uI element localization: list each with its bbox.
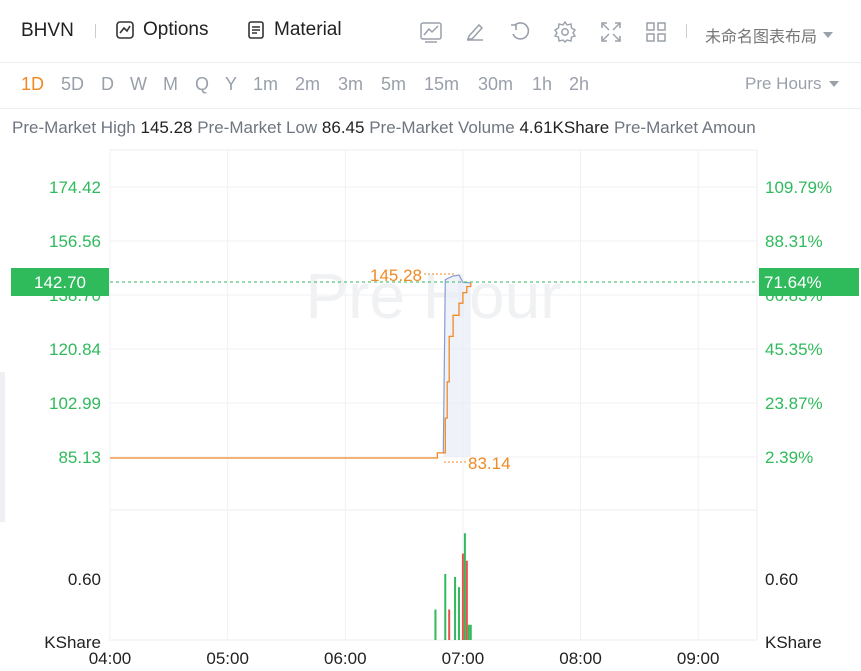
options-icon [116, 21, 134, 39]
y-tick-right: 2.39% [765, 448, 813, 467]
toolbar-divider [686, 24, 687, 38]
y-tick-left: 102.99 [49, 394, 101, 413]
volume-bar [457, 587, 460, 640]
stat-label: Pre-Market High [12, 118, 141, 137]
volume-bar [454, 576, 457, 640]
x-tick: 05:00 [206, 649, 249, 668]
y-tick-right: 88.31% [765, 232, 823, 251]
period-30m[interactable]: 30m [478, 74, 514, 94]
plot-frame [109, 149, 758, 641]
y-tick-right: 23.87% [765, 394, 823, 413]
period-d[interactable]: D [101, 74, 114, 94]
document-icon [248, 21, 264, 39]
volume-y-tick-left: 0.60 [68, 570, 101, 589]
y-tick-left: 174.42 [49, 178, 101, 197]
x-tick: 04:00 [89, 649, 132, 668]
volume-bar [461, 553, 464, 640]
stat-value: 86.45 [321, 118, 365, 137]
premarket-stats: Pre-Market High 145.28 Pre-Market Low 86… [12, 118, 861, 138]
stat-label: Pre-Market Amoun [613, 118, 756, 137]
period-5d[interactable]: 5D [61, 74, 85, 94]
y-tick-right: 109.79% [765, 178, 832, 197]
layout-selector[interactable]: 未命名图表布局 [705, 23, 835, 47]
volume-unit-right: KShare [765, 633, 822, 652]
settings-icon[interactable] [552, 19, 578, 45]
caret-down-icon [823, 32, 834, 38]
current-change-value: 71.64% [764, 273, 822, 292]
y-tick-left: 120.84 [49, 340, 101, 359]
session-selector-label: Pre Hours [745, 74, 822, 93]
options-button[interactable]: Options [115, 19, 208, 41]
fullscreen-icon[interactable] [598, 19, 624, 45]
period-2h[interactable]: 2h [569, 74, 590, 94]
period-1m[interactable]: 1m [253, 74, 279, 94]
x-tick: 07:00 [442, 649, 485, 668]
options-label: Options [143, 19, 209, 40]
period-1h[interactable]: 1h [532, 74, 553, 94]
chart-watermark: Pre Hour [305, 260, 561, 332]
volume-bar [448, 609, 451, 640]
period-m[interactable]: M [163, 74, 178, 94]
y-tick-right: 45.35% [765, 340, 823, 359]
draw-icon[interactable] [462, 19, 488, 45]
chart-toolbar: BHVN Options Material 未命名图表布局 [0, 0, 861, 63]
intraday-chart[interactable]: Pre Hour174.42156.56138.70120.84102.9985… [0, 145, 861, 671]
period-bar: 1D 5D D W M Q Y 1m 2m 3m 5m 15m 30m 1h 2h [0, 62, 861, 109]
layout-name-label: 未命名图表布局 [705, 29, 818, 46]
undo-icon[interactable] [507, 19, 533, 45]
low-label: 83.14 [468, 454, 511, 473]
stat-label: Pre-Market Volume [369, 118, 520, 137]
volume-bar [469, 624, 472, 640]
volume-bar [434, 609, 437, 640]
period-w[interactable]: W [130, 74, 147, 94]
session-selector[interactable]: Pre Hours [745, 74, 841, 94]
toolbar-divider [95, 24, 96, 38]
stat-label: Pre-Market Low [197, 118, 322, 137]
period-y[interactable]: Y [225, 74, 238, 94]
layout-grid-icon[interactable] [643, 19, 669, 45]
x-tick: 09:00 [677, 649, 720, 668]
stat-value: 4.61KShare [519, 118, 610, 137]
period-3m[interactable]: 3m [338, 74, 364, 94]
volume-bar [463, 533, 466, 640]
current-change-badge [759, 268, 859, 296]
symbol-label[interactable]: BHVN [21, 20, 74, 41]
side-panel-handle[interactable] [0, 372, 5, 522]
material-label: Material [274, 19, 342, 40]
period-q[interactable]: Q [195, 74, 210, 94]
y-tick-left: 156.56 [49, 232, 101, 251]
line-chart-icon[interactable] [418, 19, 444, 45]
caret-down-icon [828, 81, 839, 87]
volume-unit-left: KShare [44, 633, 101, 652]
avg-area [443, 275, 471, 457]
high-label: 145.28 [370, 266, 422, 285]
price-line [110, 282, 472, 459]
x-tick: 06:00 [324, 649, 367, 668]
period-15m[interactable]: 15m [424, 74, 460, 94]
volume-bar [444, 573, 447, 640]
current-price-badge [11, 268, 109, 296]
period-2m[interactable]: 2m [295, 74, 321, 94]
y-tick-left: 85.13 [58, 448, 101, 467]
period-1d[interactable]: 1D [21, 74, 45, 94]
current-price-value: 142.70 [34, 273, 86, 292]
period-5m[interactable]: 5m [381, 74, 407, 94]
x-tick: 08:00 [559, 649, 602, 668]
volume-bar [467, 624, 470, 640]
volume-bar [465, 560, 468, 640]
stat-value: 145.28 [140, 118, 193, 137]
volume-y-tick-right: 0.60 [765, 570, 798, 589]
material-button[interactable]: Material [246, 19, 342, 41]
